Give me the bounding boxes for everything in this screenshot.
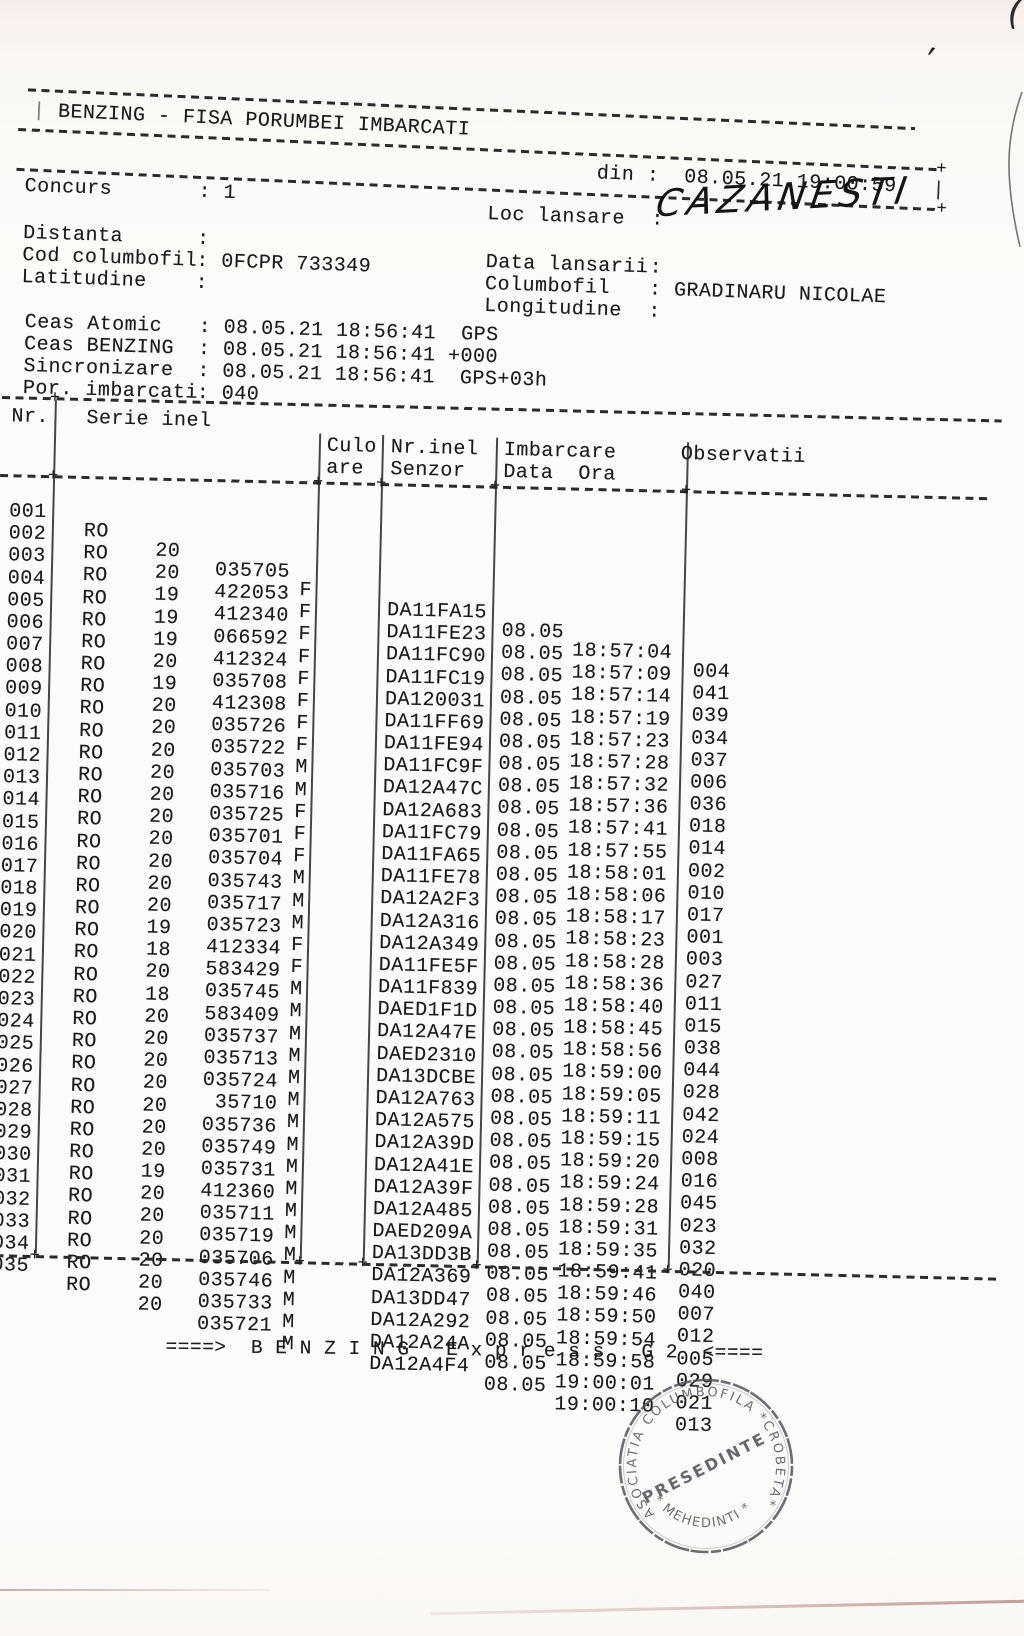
box-border-mark: | — [32, 99, 47, 124]
meta-left-column: Concurs: 1 Distanta: Cod columbofil: 0FC… — [21, 175, 505, 312]
table-junction-plus: + — [662, 1261, 673, 1281]
cell-year: 20 — [137, 1271, 164, 1295]
meta-loc-lansare: Loc lansare: — [487, 202, 665, 232]
table-junction-plus: + — [294, 1252, 305, 1273]
header-dashed-line-mid — [18, 127, 938, 171]
handwriting-tick-mark: ’ — [918, 42, 942, 76]
col-header-culoare-2: are — [326, 456, 365, 481]
stamp-outer-ring — [618, 1378, 794, 1554]
meta-concurs: Concurs: 1 — [24, 175, 237, 206]
col-header-observatii: Observatii — [680, 443, 807, 469]
col-header-imbarcare: Imbarcare — [503, 438, 617, 465]
col-header-senzor: Nr.inel — [390, 436, 479, 462]
col-header-nr: Nr. — [11, 405, 50, 430]
table-junction-plus: + — [357, 1254, 368, 1274]
cell-country: RO — [65, 1273, 92, 1298]
col-header-imbarcare-2: Data Ora — [503, 460, 617, 487]
col-header-senzor-2: Senzor — [390, 458, 466, 483]
presedinte-round-stamp: ASOCIATIA COLUMBOFILA *CROBETA* * MEHEDI… — [618, 1378, 794, 1554]
meta-longitudine: Longitudine: — [483, 294, 662, 324]
cell-nr: 035 — [0, 1254, 30, 1278]
page-curl-shadow — [1008, 92, 1023, 248]
table-junction-plus: + — [29, 1246, 41, 1266]
cell-ring-number: 035746 — [197, 1268, 274, 1294]
cell-observatii: 040 — [677, 1281, 716, 1306]
pigeon-table: + Nr. Serie inel Culo are Nr.inel Senzor… — [0, 389, 1020, 1438]
paper-bottom-edge — [0, 1589, 270, 1591]
col-header-serie: Serie inel — [86, 407, 212, 433]
stamp-inner-ring — [623, 1383, 789, 1549]
table-rows: 001 RO 20 035705 F DA11FA15 08.05 18:57:… — [0, 500, 1007, 1438]
stamp-center-text: PRESEDINTE — [639, 1428, 770, 1507]
benzing-express-footer: ====> B E N Z I N G E x p r e s s G 2 <=… — [165, 1335, 764, 1365]
table-junction-plus: + — [471, 1257, 482, 1277]
paper-bottom-edge — [430, 1599, 1024, 1615]
corner-pen-mark: ( — [1002, 0, 1024, 35]
printed-date-label: din : — [596, 162, 660, 188]
col-header-culoare: Culo — [326, 434, 378, 459]
cell-year: 20 — [137, 1293, 163, 1318]
